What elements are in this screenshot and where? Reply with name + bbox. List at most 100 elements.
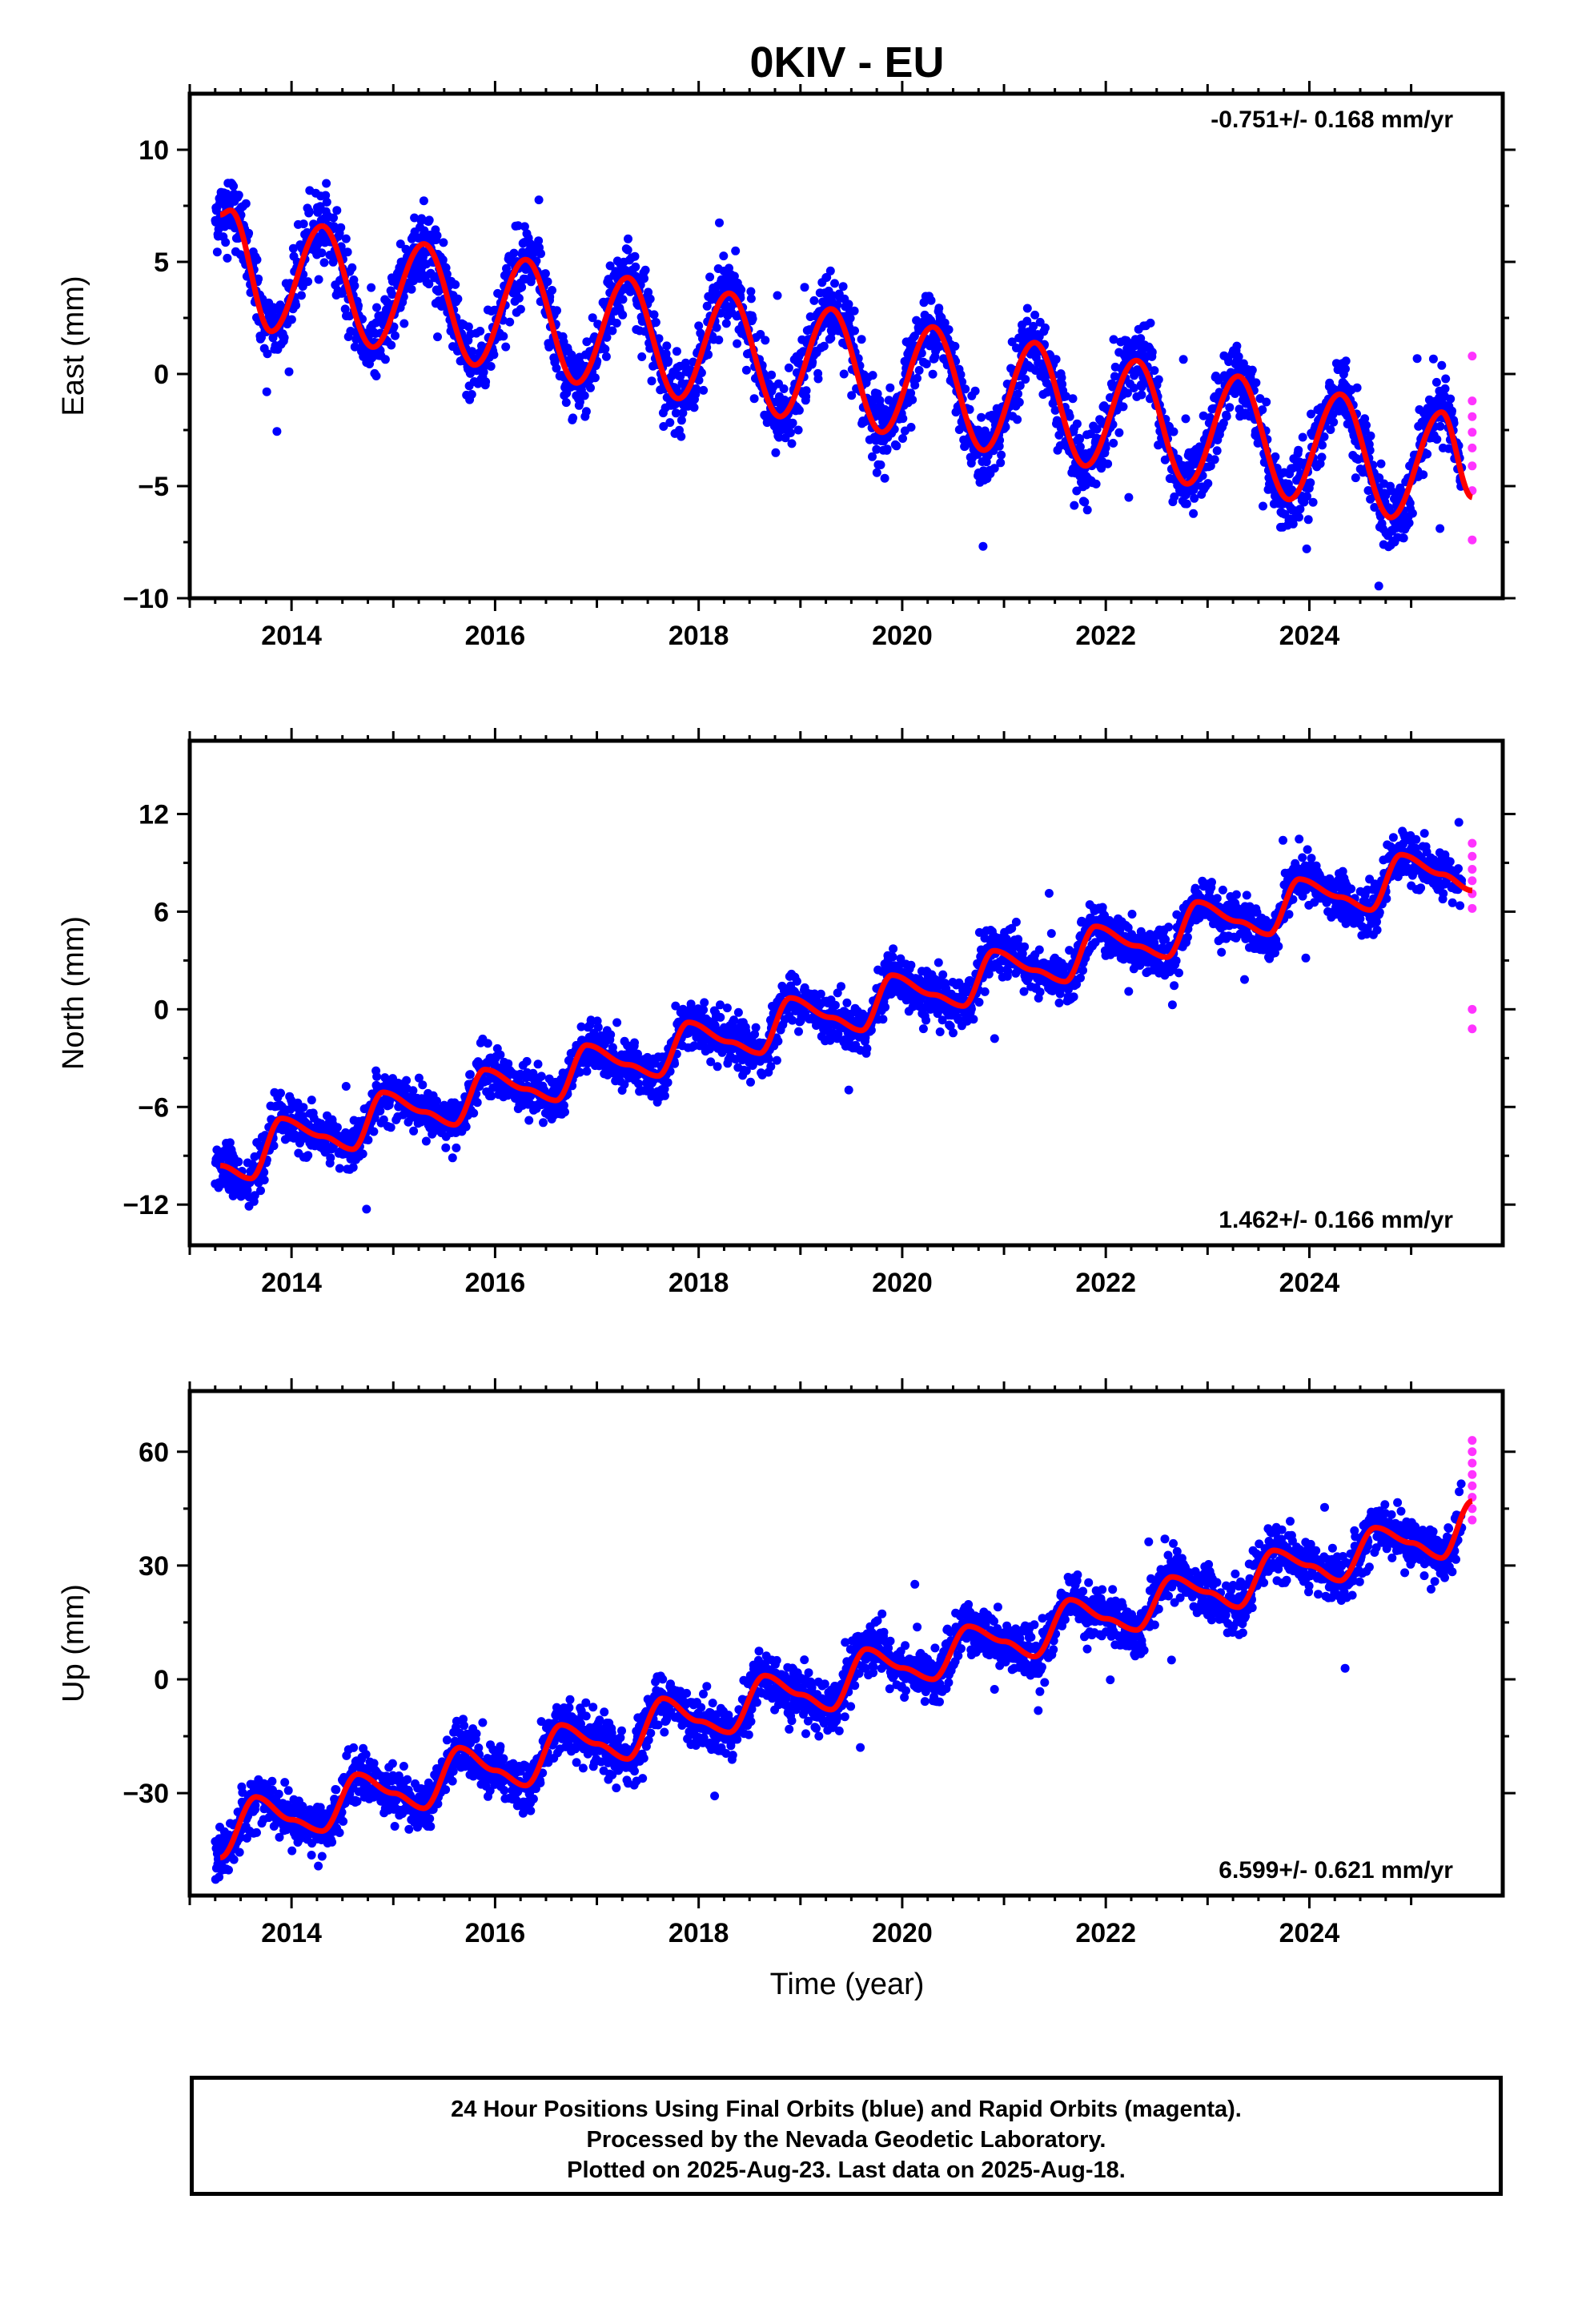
data-point: [647, 376, 656, 386]
data-point: [438, 255, 448, 264]
data-point: [876, 460, 885, 469]
data-point: [1022, 304, 1032, 313]
data-point: [712, 323, 721, 332]
data-point: [1399, 533, 1408, 543]
data-point: [363, 1136, 373, 1144]
data-point: [568, 413, 578, 423]
data-point: [1374, 581, 1383, 591]
data-point: [259, 1168, 269, 1177]
data-point: [291, 300, 301, 310]
data-point: [825, 266, 835, 275]
data-point: [340, 1149, 350, 1159]
data-point: [997, 450, 1006, 460]
data-point: [284, 367, 294, 376]
data-point: [631, 262, 640, 271]
data-point: [640, 274, 648, 283]
data-point: [1035, 987, 1045, 997]
data-point: [600, 344, 610, 354]
data-point: [1124, 493, 1134, 502]
data-point: [1341, 356, 1351, 366]
data-point: [844, 1085, 853, 1095]
data-point: [421, 1136, 431, 1146]
data-point: [678, 408, 688, 418]
data-point: [1114, 428, 1124, 437]
data-point: [465, 1070, 475, 1080]
data-point: [1013, 415, 1022, 424]
data-point: [623, 245, 632, 255]
data-point: [935, 1027, 945, 1036]
data-point: [608, 326, 617, 336]
data-point: [424, 215, 434, 225]
data-point: [633, 1049, 642, 1059]
data-point: [1062, 392, 1070, 401]
data-point: [926, 296, 936, 305]
data-point: [486, 362, 496, 371]
data-point: [513, 221, 523, 231]
data-point: [467, 390, 476, 399]
data-point: [868, 371, 877, 380]
data-point: [1440, 384, 1450, 393]
data-point: [662, 341, 672, 351]
data-point: [243, 1185, 252, 1195]
data-point: [1232, 341, 1242, 351]
rapid-data-point: [1468, 396, 1477, 406]
data-point: [534, 195, 544, 205]
data-point: [624, 234, 632, 243]
data-point: [716, 1000, 725, 1010]
data-point: [1110, 372, 1119, 381]
data-point: [984, 969, 994, 979]
data-point: [1021, 375, 1030, 384]
data-point: [1189, 509, 1199, 518]
data-point: [1431, 377, 1441, 387]
data-point: [700, 998, 709, 1007]
data-point: [1118, 402, 1128, 412]
data-point: [868, 452, 877, 461]
data-point: [654, 334, 664, 344]
data-point: [1146, 318, 1155, 328]
data-point: [847, 391, 857, 400]
data-point: [1109, 438, 1118, 448]
data-point: [419, 196, 428, 206]
data-point: [801, 386, 811, 396]
data-point: [317, 248, 327, 258]
data-point: [1210, 455, 1219, 464]
data-point: [575, 1068, 584, 1077]
data-point: [380, 355, 390, 364]
data-point: [706, 1057, 716, 1067]
data-point: [794, 1027, 803, 1036]
data-point: [1363, 486, 1373, 495]
data-point: [1428, 354, 1438, 364]
data-point: [548, 286, 556, 295]
data-point: [505, 317, 515, 327]
data-point: [938, 1015, 947, 1025]
data-point: [241, 199, 251, 208]
data-point: [794, 405, 804, 415]
east-y-axis-label: East (mm): [57, 275, 90, 416]
east-x-axis: 2014 2016 2018 2020 2022 2024: [188, 81, 1413, 651]
rapid-data-point: [1468, 412, 1477, 421]
data-point: [620, 1080, 629, 1089]
data-point: [862, 1043, 872, 1053]
data-point: [1319, 432, 1329, 441]
data-point: [464, 322, 473, 332]
y-tick-label: 5: [154, 247, 169, 278]
data-point: [409, 1126, 419, 1136]
data-point: [672, 384, 681, 394]
data-point: [1082, 505, 1092, 515]
data-point: [990, 1034, 999, 1043]
data-point: [1222, 412, 1231, 421]
data-point: [400, 319, 409, 328]
data-point: [956, 370, 966, 380]
data-point: [906, 960, 916, 970]
data-point: [966, 1004, 976, 1014]
data-point: [990, 464, 999, 473]
data-point: [850, 326, 859, 336]
data-point: [522, 1056, 532, 1066]
data-point: [819, 341, 829, 351]
data-point: [1295, 513, 1303, 522]
data-point: [634, 1079, 643, 1088]
data-point: [731, 1055, 741, 1064]
data-point: [866, 1025, 876, 1035]
data-point: [1317, 452, 1327, 462]
data-point: [978, 466, 988, 476]
